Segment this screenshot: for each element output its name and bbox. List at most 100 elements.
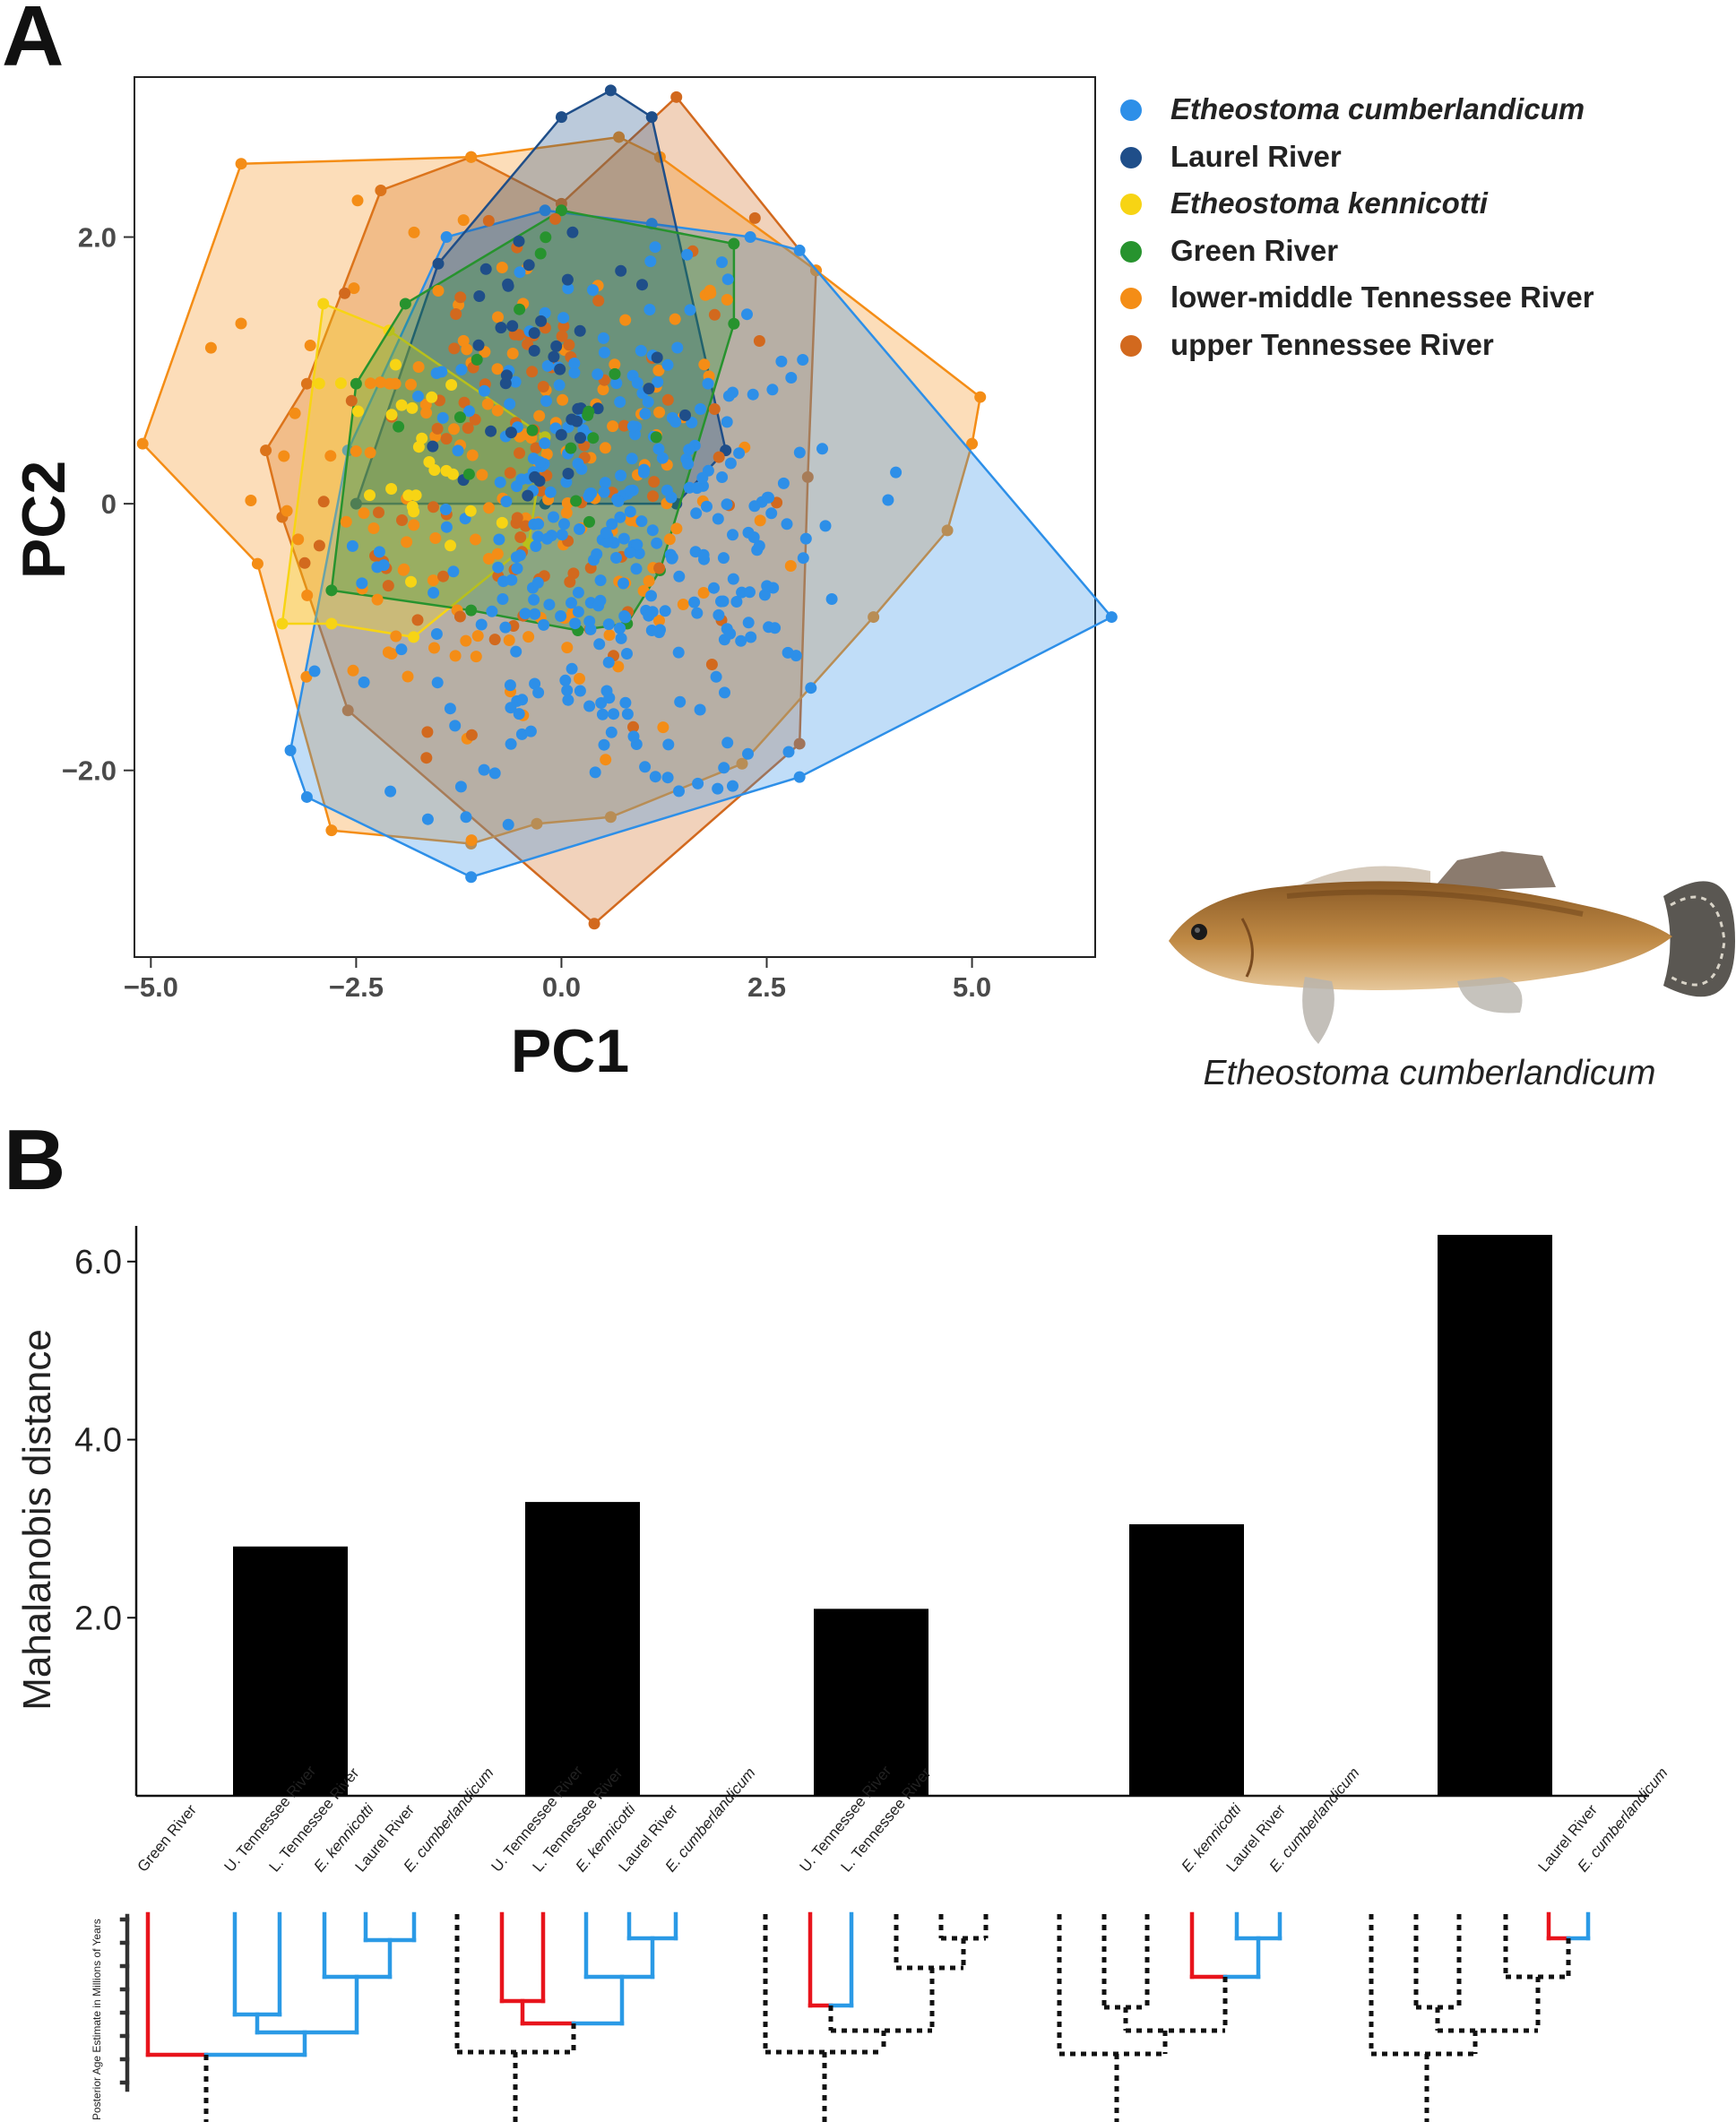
data-point xyxy=(805,682,817,694)
data-point xyxy=(605,726,618,738)
data-point xyxy=(598,346,610,358)
data-point xyxy=(600,754,612,766)
data-point xyxy=(565,442,577,454)
data-point xyxy=(428,587,440,599)
data-point xyxy=(504,467,516,479)
data-point xyxy=(599,442,611,454)
data-point xyxy=(466,449,479,461)
data-point xyxy=(594,594,607,607)
data-point xyxy=(325,617,338,630)
bar xyxy=(525,1502,640,1796)
data-point xyxy=(733,447,746,460)
data-point xyxy=(557,312,570,324)
data-point xyxy=(793,244,806,256)
data-point xyxy=(350,445,362,457)
data-point xyxy=(304,340,316,351)
data-point xyxy=(324,450,337,462)
legend-label: lower-middle Tennessee River xyxy=(1170,280,1594,314)
data-point xyxy=(657,721,669,734)
data-point xyxy=(276,617,289,630)
data-point xyxy=(444,703,456,715)
data-point xyxy=(475,618,488,631)
data-point xyxy=(635,515,648,528)
data-point xyxy=(465,871,478,884)
data-point xyxy=(499,621,512,634)
data-point xyxy=(562,468,574,479)
data-point xyxy=(470,651,482,663)
data-point xyxy=(583,700,596,712)
data-point xyxy=(561,642,574,654)
data-point xyxy=(449,650,462,662)
data-point xyxy=(974,391,987,403)
data-point xyxy=(597,384,609,396)
data-point xyxy=(562,694,574,706)
data-point xyxy=(350,497,362,510)
data-point xyxy=(514,447,525,460)
data-point xyxy=(396,514,408,526)
data-point xyxy=(728,317,740,330)
data-point xyxy=(727,573,739,585)
data-point xyxy=(356,577,368,590)
data-point xyxy=(652,375,664,388)
data-point xyxy=(642,396,654,408)
data-point xyxy=(574,324,586,337)
x-axis-title: PC1 xyxy=(511,1017,629,1085)
data-point xyxy=(649,241,661,254)
legend-label: upper Tennessee River xyxy=(1170,327,1494,361)
data-point xyxy=(777,477,790,489)
data-point xyxy=(541,532,553,545)
data-point xyxy=(317,496,330,508)
data-point xyxy=(618,532,630,545)
data-point xyxy=(538,618,550,631)
data-point xyxy=(440,231,453,244)
data-point xyxy=(529,608,541,620)
plot-frame xyxy=(134,76,1096,958)
data-point xyxy=(540,231,552,244)
tree-tip-label: E. cumberlandicum xyxy=(401,1764,497,1876)
data-point xyxy=(646,524,659,537)
data-point xyxy=(476,469,488,481)
data-point xyxy=(656,452,669,464)
data-point xyxy=(696,471,709,484)
data-point xyxy=(661,358,674,371)
data-point xyxy=(492,561,505,574)
data-point xyxy=(691,607,704,619)
data-point xyxy=(440,464,453,477)
data-point xyxy=(347,664,359,677)
data-point xyxy=(136,437,149,450)
data-point xyxy=(504,398,516,410)
data-point xyxy=(718,762,730,774)
data-point xyxy=(708,308,721,321)
data-point xyxy=(375,376,386,389)
data-point xyxy=(564,575,576,588)
x-tick-label: 2.5 xyxy=(747,971,786,1003)
data-point xyxy=(615,632,627,644)
data-point xyxy=(300,790,313,803)
y-axis-title: Mahalanobis distance xyxy=(15,1329,59,1711)
data-point xyxy=(514,266,526,279)
data-point xyxy=(618,577,629,590)
data-point xyxy=(402,670,414,683)
data-point xyxy=(600,685,613,697)
data-point xyxy=(890,466,903,479)
data-point xyxy=(1105,611,1118,624)
data-point xyxy=(478,763,490,776)
data-point xyxy=(493,533,505,546)
data-point xyxy=(556,330,568,342)
data-point xyxy=(531,817,543,830)
data-point xyxy=(557,393,569,406)
data-point xyxy=(472,339,485,351)
data-point xyxy=(649,771,661,783)
x-tick-label: 0.0 xyxy=(542,971,581,1003)
data-point xyxy=(966,437,979,450)
data-point xyxy=(420,407,433,419)
data-point xyxy=(793,446,806,459)
data-point xyxy=(506,320,519,332)
data-point xyxy=(610,552,622,564)
data-point xyxy=(334,377,347,390)
data-point xyxy=(761,491,773,504)
data-point xyxy=(530,540,542,552)
data-point xyxy=(589,766,601,779)
legend-label: Etheostoma cumberlandicum xyxy=(1170,92,1585,125)
data-point xyxy=(491,404,504,417)
